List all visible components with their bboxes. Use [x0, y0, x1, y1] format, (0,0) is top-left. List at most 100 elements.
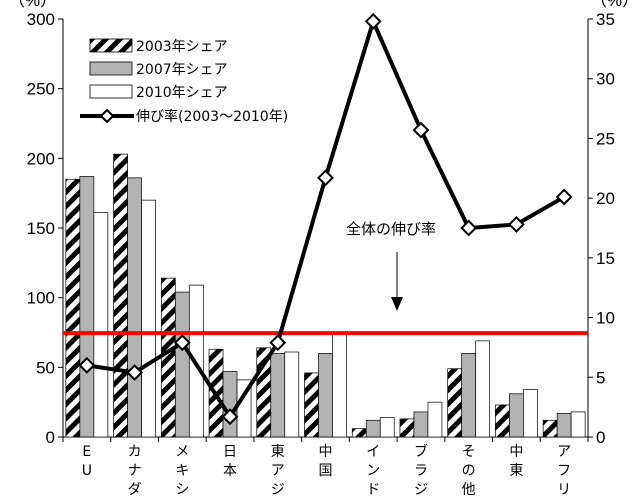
bar-white — [570, 411, 586, 438]
category-label-char: ド — [366, 482, 380, 498]
bar-gray — [461, 353, 477, 438]
bar-hatched — [65, 178, 81, 438]
growth-point — [555, 188, 573, 206]
category-label-char: シ — [175, 482, 189, 498]
left-axis: 0 50 100 150 200 250 300 — [27, 10, 64, 447]
category-label-char: 他 — [462, 482, 476, 498]
growth-point — [126, 364, 144, 381]
category-label-char: ジ — [414, 482, 428, 498]
category-label-char: ア — [271, 463, 285, 479]
annotation-group: 全体の伸び率 — [346, 220, 436, 311]
left-tick-label: 250 — [27, 80, 55, 99]
bar-gray — [365, 419, 381, 438]
category-label: カナダ — [128, 444, 142, 498]
category-label-char: そ — [462, 444, 476, 460]
left-unit-label: （%） — [8, 0, 57, 10]
category-label-char: ン — [366, 463, 380, 479]
bar-gray — [270, 353, 286, 438]
right-tick-label: 25 — [596, 129, 615, 148]
category-label-char: 中 — [509, 444, 523, 460]
bar-white — [523, 389, 538, 438]
annotation-arrow-head — [391, 297, 403, 311]
right-axis: 0 5 10 15 20 25 30 35 — [587, 10, 615, 447]
category-label: メキシ — [175, 444, 189, 498]
bar-gray — [509, 393, 524, 438]
bar-gray — [79, 176, 95, 438]
category-label-char: E — [82, 444, 91, 460]
category-label: その他 — [462, 444, 476, 498]
category-label: ブラジ — [414, 443, 428, 498]
bars — [65, 153, 586, 438]
category-label-char: 国 — [319, 463, 333, 479]
bar-white — [379, 417, 395, 438]
bar-gray — [556, 412, 572, 438]
category-label-char: ア — [557, 444, 571, 460]
bar-hatched — [399, 418, 415, 438]
right-tick-label: 35 — [596, 10, 615, 29]
category-label-char: 東 — [509, 463, 523, 479]
category-label-char: ダ — [128, 482, 142, 498]
category-label-char: 中 — [319, 444, 333, 460]
bar-white — [93, 212, 109, 438]
legend-swatch-hatched — [89, 38, 133, 53]
left-tick-label: 100 — [27, 289, 55, 308]
bar-gray — [413, 411, 429, 438]
category-label-char: キ — [175, 463, 189, 479]
category-label-char: リ — [557, 482, 571, 498]
annotation-label: 全体の伸び率 — [346, 220, 436, 238]
bar-white — [427, 401, 443, 438]
category-label: アフリ — [557, 444, 571, 498]
legend-swatch-white — [89, 84, 133, 99]
category-label-char: ラ — [414, 463, 428, 479]
growth-line-group — [78, 12, 573, 426]
bar-white — [332, 332, 347, 438]
category-label-char: メ — [175, 444, 189, 460]
right-tick-label: 0 — [596, 428, 605, 447]
category-label-char: 本 — [223, 463, 237, 479]
category-label: インド — [366, 444, 380, 498]
bar-gray — [222, 371, 238, 438]
bar-gray — [174, 291, 190, 438]
category-label-char: ブ — [414, 443, 428, 460]
left-tick-label: 0 — [46, 428, 55, 447]
category-label-char: U — [82, 463, 92, 479]
bar-white — [475, 340, 491, 438]
bar-hatched — [495, 404, 510, 438]
growth-point — [78, 356, 96, 374]
category-label: 中国 — [319, 444, 333, 479]
category-label-char: 日 — [223, 444, 237, 460]
bar-hatched — [113, 153, 128, 438]
bar-hatched — [304, 372, 319, 438]
growth-point — [412, 121, 430, 139]
growth-point — [173, 334, 191, 352]
bar-white — [284, 351, 300, 438]
category-label-char: 東 — [271, 444, 285, 460]
bar-hatched — [351, 428, 367, 438]
bar-hatched — [160, 277, 176, 438]
growth-point — [507, 216, 525, 233]
bar-white — [141, 199, 156, 438]
right-tick-label: 10 — [596, 309, 615, 328]
category-label-char: フ — [557, 463, 571, 479]
bar-gray — [127, 177, 142, 438]
legend-label: 2003年シェア — [136, 39, 228, 55]
left-tick-label: 200 — [27, 149, 55, 168]
growth-point — [269, 334, 287, 352]
category-label-char: ナ — [128, 463, 142, 479]
growth-point — [317, 169, 334, 187]
category-label: 日本 — [223, 444, 237, 479]
right-tick-label: 30 — [596, 70, 615, 89]
legend-label: 伸び率(2003～2010年) — [136, 108, 288, 125]
category-label: 東アジ — [271, 444, 285, 498]
category-label-char: カ — [128, 444, 142, 460]
bar-gray — [318, 353, 333, 438]
right-tick-label: 20 — [596, 189, 615, 208]
legend-swatch-gray — [89, 61, 133, 76]
left-tick-label: 150 — [27, 219, 55, 238]
bar-hatched — [447, 368, 463, 438]
growth-point — [460, 219, 478, 237]
legend-label: 2010年シェア — [136, 85, 228, 101]
